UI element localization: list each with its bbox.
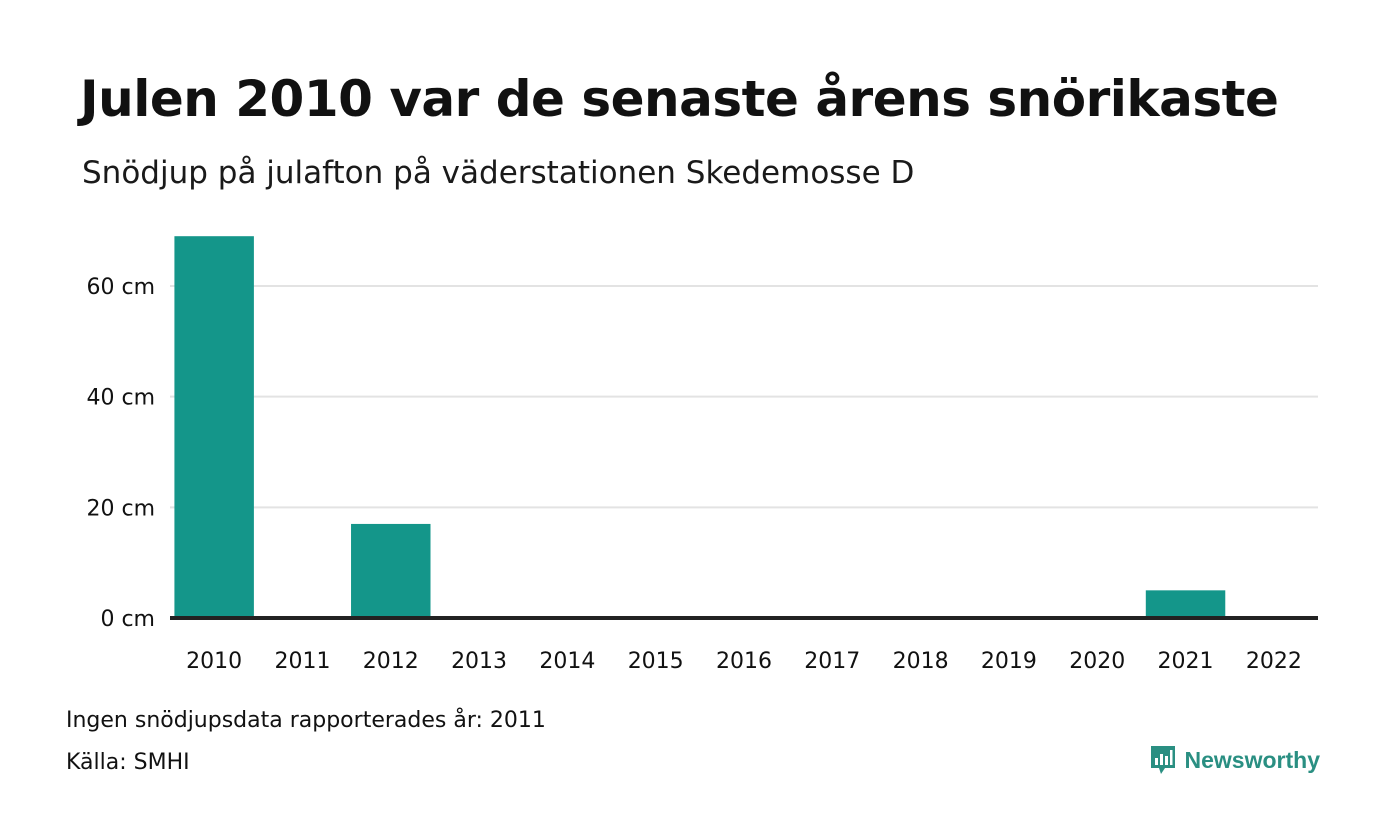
x-tick-label: 2013 — [451, 649, 507, 674]
x-tick-label: 2022 — [1246, 649, 1302, 674]
y-tick-label: 0 cm — [100, 607, 155, 632]
x-tick-label: 2010 — [186, 649, 242, 674]
newsworthy-logo-icon — [1150, 746, 1175, 774]
x-tick-label: 2015 — [628, 649, 684, 674]
x-tick-label: 2021 — [1158, 649, 1214, 674]
y-tick-label: 60 cm — [86, 275, 155, 300]
chart-subtitle: Snödjup på julafton på väderstationen Sk… — [82, 155, 915, 191]
chart-title: Julen 2010 var de senaste årens snörikas… — [80, 70, 1279, 128]
bar-chart: 0 cm 20 cm 40 cm 60 cm 2010 2011 2012 2013 2014… — [86, 236, 1318, 674]
x-tick-label: 2014 — [539, 649, 595, 674]
y-tick-label: 20 cm — [86, 496, 155, 521]
missing-data-note: Ingen snödjupsdata rapporterades år: 201… — [66, 708, 546, 733]
bar-2012 — [351, 523, 431, 618]
x-tick-label: 2016 — [716, 649, 772, 674]
brand-name: Newsworthy — [1184, 746, 1320, 773]
x-tick-label: 2011 — [274, 649, 330, 674]
source-label: Källa: SMHI — [66, 750, 190, 775]
y-tick-label: 40 cm — [86, 386, 155, 411]
x-tick-label: 2020 — [1069, 649, 1125, 674]
newsworthy-logo[interactable]: Newsworthy — [1149, 744, 1320, 776]
bar-2021 — [1145, 590, 1226, 618]
x-tick-label: 2012 — [363, 649, 419, 674]
x-tick-label: 2017 — [804, 649, 860, 674]
x-tick-label: 2019 — [981, 649, 1037, 674]
x-tick-label: 2018 — [893, 649, 949, 674]
bar-2010 — [174, 236, 254, 618]
